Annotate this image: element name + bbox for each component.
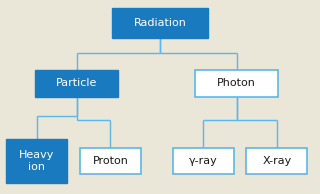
Text: Radiation: Radiation <box>133 18 187 28</box>
FancyBboxPatch shape <box>246 148 307 174</box>
FancyBboxPatch shape <box>112 8 208 38</box>
FancyBboxPatch shape <box>195 70 278 97</box>
FancyBboxPatch shape <box>35 70 118 97</box>
Text: Photon: Photon <box>217 78 256 88</box>
FancyBboxPatch shape <box>6 139 67 183</box>
Text: Proton: Proton <box>92 156 128 166</box>
Text: X-ray: X-ray <box>262 156 292 166</box>
Text: Heavy
ion: Heavy ion <box>19 150 54 172</box>
FancyBboxPatch shape <box>173 148 234 174</box>
Text: γ-ray: γ-ray <box>189 156 218 166</box>
Text: Particle: Particle <box>56 78 98 88</box>
FancyBboxPatch shape <box>80 148 141 174</box>
